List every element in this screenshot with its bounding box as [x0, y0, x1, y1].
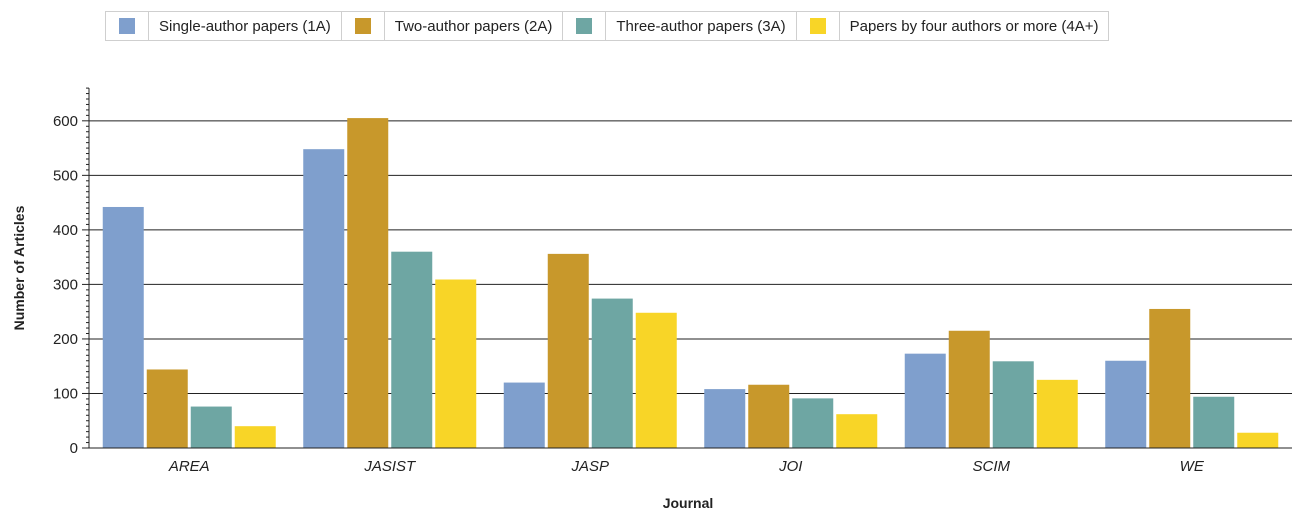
bar-scim-series-3	[992, 361, 1034, 448]
bar-we-series-2	[1149, 308, 1191, 448]
y-tick-label: 300	[53, 276, 78, 293]
legend-item-4a: Papers by four authors or more (4A+)	[797, 12, 1109, 40]
y-tick-label: 400	[53, 222, 78, 239]
bar-jasp-series-4	[635, 312, 677, 448]
x-tick-label: JOI	[778, 458, 802, 475]
bar-area-series-3	[190, 406, 232, 448]
y-axis-title: Number of Articles	[11, 205, 27, 330]
bar-jasp-series-2	[547, 253, 589, 448]
legend-swatch-4a	[809, 18, 826, 34]
bar-we-series-4	[1237, 432, 1279, 448]
x-tick-label: JASIST	[363, 458, 417, 475]
bar-joi-series-4	[836, 414, 878, 448]
legend-swatch-2a	[354, 18, 371, 34]
grid-lines	[89, 120, 1292, 394]
bar-jasist-series-4	[435, 279, 477, 448]
x-tick-label: AREA	[168, 458, 210, 475]
bar-area-series-4	[234, 426, 276, 448]
legend-item-1a: Single-author papers (1A)	[106, 12, 342, 40]
y-tick-label: 600	[53, 113, 78, 130]
x-tick-label: JASP	[570, 458, 609, 475]
bar-joi-series-3	[792, 398, 834, 448]
bar-scim-series-4	[1036, 379, 1078, 448]
axes: 0 100 200 300 400 500 600 AREA JASIST JASP JOI SCIM…	[53, 87, 1292, 475]
bar-jasist-series-3	[391, 251, 433, 448]
bar-we-series-3	[1193, 396, 1235, 448]
bar-jasist-series-2	[347, 118, 389, 448]
bar-scim-series-1	[904, 353, 946, 448]
bar-series-group	[102, 118, 1279, 448]
bar-joi-series-1	[704, 389, 746, 448]
x-tick-label: SCIM	[973, 458, 1011, 475]
legend-label-2a: Two-author papers (2A)	[394, 17, 553, 35]
x-axis-title: Journal	[663, 495, 714, 511]
bar-scim-series-2	[948, 330, 990, 448]
y-tick-label: 500	[53, 167, 78, 184]
bar-jasp-series-3	[591, 298, 633, 448]
legend-label-4a: Papers by four authors or more (4A+)	[849, 17, 1099, 35]
y-tick-label: 100	[53, 385, 78, 402]
legend-label-3a: Three-author papers (3A)	[616, 17, 786, 35]
y-tick-label: 0	[70, 440, 78, 457]
legend-item-2a: Two-author papers (2A)	[342, 12, 564, 40]
bar-area-series-2	[146, 369, 188, 448]
bar-we-series-1	[1105, 360, 1147, 448]
y-tick-label: 200	[53, 331, 78, 348]
legend-label-1a: Single-author papers (1A)	[159, 17, 331, 35]
legend-swatch-1a	[119, 18, 135, 34]
bar-joi-series-2	[748, 384, 790, 448]
bar-area-series-1	[102, 206, 144, 448]
bar-jasist-series-1	[303, 149, 345, 448]
bar-jasp-series-1	[503, 382, 545, 448]
x-tick-label: WE	[1180, 458, 1205, 475]
chart-legend: Single-author papers (1A) Two-author pap…	[105, 11, 1110, 41]
legend-item-3a: Three-author papers (3A)	[563, 12, 797, 40]
legend-swatch-3a	[576, 18, 593, 34]
